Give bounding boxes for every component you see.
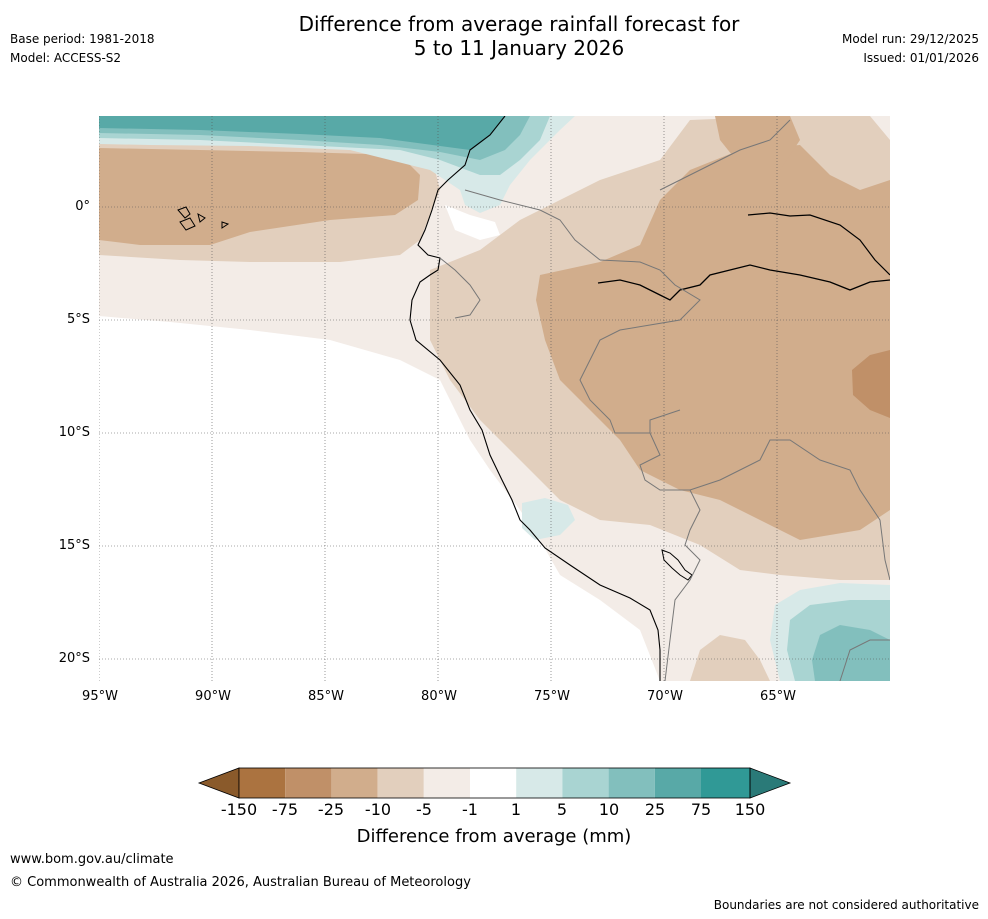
model-run-text: Model run: 29/12/2025: [841, 32, 979, 46]
anomaly-region-wet-north-4: [99, 116, 505, 150]
title-line-1: Difference from average rainfall forecas…: [298, 12, 740, 36]
anomaly-region-wet-coast: [522, 498, 575, 540]
lat-label-15s: 15°S: [58, 538, 90, 553]
lake-titicaca: [661, 549, 693, 581]
amazon-river: [597, 264, 890, 301]
model-name-text: Model: ACCESS-S2: [10, 51, 122, 65]
lat-label-20s: 20°S: [58, 651, 90, 666]
map-fill-area: [99, 116, 890, 681]
colorbar-tick-label: -25: [317, 800, 345, 819]
anomaly-region-brown-land: [536, 145, 890, 540]
colorbar-tick-label: 10: [598, 800, 620, 819]
lon-label-75w: 75°W: [534, 689, 570, 704]
colorbar-tick-label: -1: [462, 800, 478, 819]
colorbar-tick-label: 5: [556, 800, 568, 819]
lon-label-65w: 65°W: [760, 689, 796, 704]
anomaly-region-tan-south: [690, 635, 770, 681]
map-title: Difference from average rainfall forecas…: [0, 12, 988, 60]
colorbar-tick-label: -150: [220, 800, 258, 819]
country-borders: [439, 119, 890, 681]
title-line-2: 5 to 11 January 2026: [413, 36, 625, 60]
colorbar-tick-label: 1: [510, 800, 522, 819]
anomaly-region-wet-southeast-3: [812, 625, 890, 681]
colorbar-tick-label: 75: [690, 800, 712, 819]
colorbar-tick-label: -75: [271, 800, 299, 819]
colorbar-tick-label: 25: [644, 800, 666, 819]
coastline: [409, 116, 661, 681]
anomaly-region-dark-brown: [852, 350, 890, 418]
colorbar-tick-label: -5: [416, 800, 432, 819]
copyright-text: © Commonwealth of Australia 2026, Austra…: [10, 875, 471, 890]
lat-label-5s: 5°S: [66, 312, 90, 327]
anomaly-region-brown-north: [715, 116, 800, 170]
base-period-text: Base period: 1981-2018: [10, 32, 155, 46]
graticule: [99, 116, 890, 681]
lon-label-80w: 80°W: [421, 689, 457, 704]
boundaries-disclaimer: Boundaries are not considered authoritat…: [713, 898, 979, 912]
lat-label-10s: 10°S: [58, 425, 90, 440]
issued-date-text: Issued: 01/01/2026: [863, 51, 979, 65]
anomaly-region-brown-ocean: [99, 148, 420, 245]
colorbar-title: Difference from average (mm): [356, 826, 632, 847]
climate-website-link[interactable]: www.bom.gov.au/climate: [10, 852, 174, 867]
anomaly-region-neutral-pocket: [445, 205, 500, 240]
rio-negro: [747, 212, 890, 276]
galapagos-islands: [177, 206, 230, 231]
lon-label-85w: 85°W: [308, 689, 344, 704]
colorbar-tick-label: 150: [734, 800, 766, 819]
colorbar-tick-label: -10: [364, 800, 392, 819]
lon-label-70w: 70°W: [647, 689, 683, 704]
lat-label-0: 0°: [75, 199, 90, 214]
lon-label-90w: 90°W: [195, 689, 231, 704]
lon-label-95w: 95°W: [82, 689, 118, 704]
